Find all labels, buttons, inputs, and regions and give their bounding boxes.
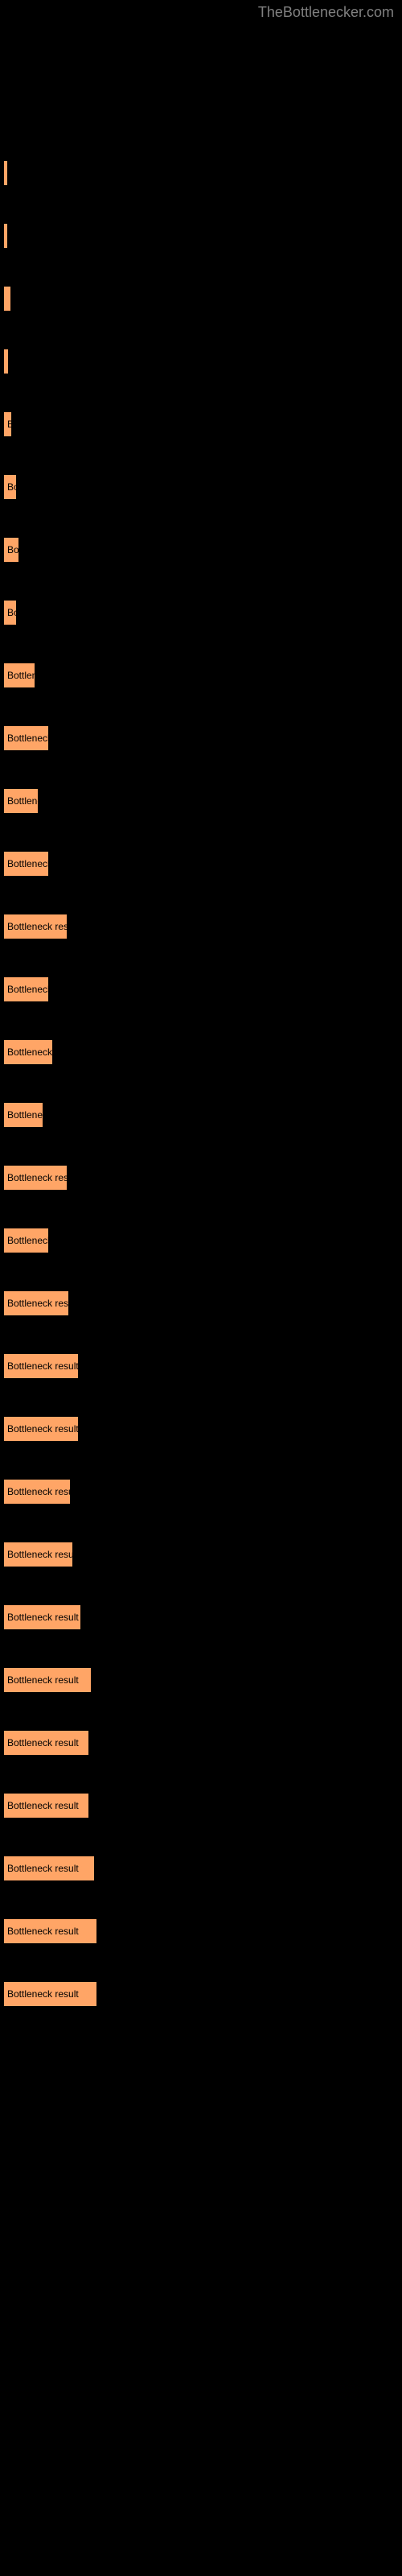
bar: Bottleneck result — [4, 1856, 94, 1880]
bar-row — [4, 161, 402, 185]
bar: Bottleneck result — [4, 1605, 80, 1629]
bar-label: Bottleneck re — [7, 858, 48, 869]
bar-label: Bottleneck resu — [7, 1046, 52, 1058]
bar-row: Bottleneck resu — [4, 1040, 402, 1064]
bar-label: Bottleneck r — [7, 1109, 43, 1121]
bar-row: Bottleneck result — [4, 1668, 402, 1692]
bar-row: Bottlen — [4, 663, 402, 687]
bar: Bo — [4, 538, 18, 562]
bar-row — [4, 349, 402, 374]
bar-row: Bottleneck result — [4, 1731, 402, 1755]
bar-row: Bo — [4, 538, 402, 562]
bar-row: Bottleneck result — [4, 1605, 402, 1629]
bar: Bottleneck result — [4, 1480, 70, 1504]
bar-row: Bottleneck result — [4, 1166, 402, 1190]
bar-label: Bottleneck result — [7, 921, 67, 932]
bar-label: Bottleneck result — [7, 1172, 67, 1183]
bar-label: Bottlenec — [7, 795, 38, 807]
bar-label: Bottleneck result — [7, 1800, 79, 1811]
bar: Bottleneck result — [4, 1668, 91, 1692]
bar-row: Bottleneck result — [4, 1919, 402, 1943]
bar-row: Bottleneck re — [4, 726, 402, 750]
bar: Bo — [4, 601, 16, 625]
bar: Bottleneck result — [4, 1542, 72, 1567]
bar — [4, 287, 10, 311]
bar: Bottleneck result — [4, 1731, 88, 1755]
bar-label: Bottlen — [7, 670, 35, 681]
bar-label: Bo — [7, 481, 16, 493]
bar: Bottleneck result — [4, 1919, 96, 1943]
bar-label: Bottleneck result — [7, 1549, 72, 1560]
bar-label: Bottleneck result — [7, 1863, 79, 1874]
bar-label: B — [7, 419, 11, 430]
bar-label: Bottleneck result — [7, 1674, 79, 1686]
bar-row: Bo — [4, 475, 402, 499]
bar-label: Bottleneck result — [7, 1737, 79, 1748]
bar — [4, 224, 7, 248]
bar-label: Bottleneck result — [7, 1360, 78, 1372]
bar: Bottleneck re — [4, 852, 48, 876]
bar-row: Bo — [4, 601, 402, 625]
bar-label: Bottleneck result — [7, 1486, 70, 1497]
bar: Bottleneck re — [4, 726, 48, 750]
bar-row: Bottleneck result — [4, 1291, 402, 1315]
bar: Bottlenec — [4, 789, 38, 813]
bar-label: Bottleneck result — [7, 1926, 79, 1937]
chart-container: B Bo Bo Bo Bottlen Bottleneck re Bottlenec Bott… — [0, 0, 402, 2085]
bar-label: Bottleneck result — [7, 1612, 79, 1623]
bar-row: Bottleneck re — [4, 977, 402, 1001]
bar: Bottleneck result — [4, 1291, 68, 1315]
bar: Bottlen — [4, 663, 35, 687]
bar: Bottleneck result — [4, 1417, 78, 1441]
bar: Bottleneck result — [4, 914, 67, 939]
bar-label: Bottleneck res — [7, 1235, 48, 1246]
bar — [4, 161, 7, 185]
bar: Bottleneck resu — [4, 1040, 52, 1064]
bar-row: Bottleneck result — [4, 1542, 402, 1567]
bar-row: Bottlenec — [4, 789, 402, 813]
bar-row: Bottleneck result — [4, 1417, 402, 1441]
bar-row: Bottleneck result — [4, 1856, 402, 1880]
bar-row: Bottleneck r — [4, 1103, 402, 1127]
bar-row — [4, 224, 402, 248]
bar: Bottleneck result — [4, 1982, 96, 2006]
bar: Bottleneck result — [4, 1794, 88, 1818]
bar: Bo — [4, 475, 16, 499]
bar-row: Bottleneck result — [4, 914, 402, 939]
bar-label: Bottleneck result — [7, 1298, 68, 1309]
watermark-text: TheBottlenecker.com — [258, 4, 394, 21]
bar-label: Bo — [7, 607, 16, 618]
bar-label: Bottleneck result — [7, 1423, 78, 1435]
bar-row — [4, 287, 402, 311]
bar: B — [4, 412, 11, 436]
bar-label: Bottleneck re — [7, 984, 48, 995]
bar: Bottleneck result — [4, 1354, 78, 1378]
bar-label: Bo — [7, 544, 18, 555]
bar-label: Bottleneck result — [7, 1988, 79, 2000]
bar-label: Bottleneck re — [7, 733, 48, 744]
bar: Bottleneck r — [4, 1103, 43, 1127]
bar-row: Bottleneck res — [4, 1228, 402, 1253]
bar-row: Bottleneck result — [4, 1354, 402, 1378]
bar: Bottleneck re — [4, 977, 48, 1001]
bar: Bottleneck result — [4, 1166, 67, 1190]
bar-row: Bottleneck result — [4, 1480, 402, 1504]
bar — [4, 349, 8, 374]
bar: Bottleneck res — [4, 1228, 48, 1253]
bar-row: Bottleneck re — [4, 852, 402, 876]
bar-row: Bottleneck result — [4, 1982, 402, 2006]
bar-row: B — [4, 412, 402, 436]
bar-row: Bottleneck result — [4, 1794, 402, 1818]
